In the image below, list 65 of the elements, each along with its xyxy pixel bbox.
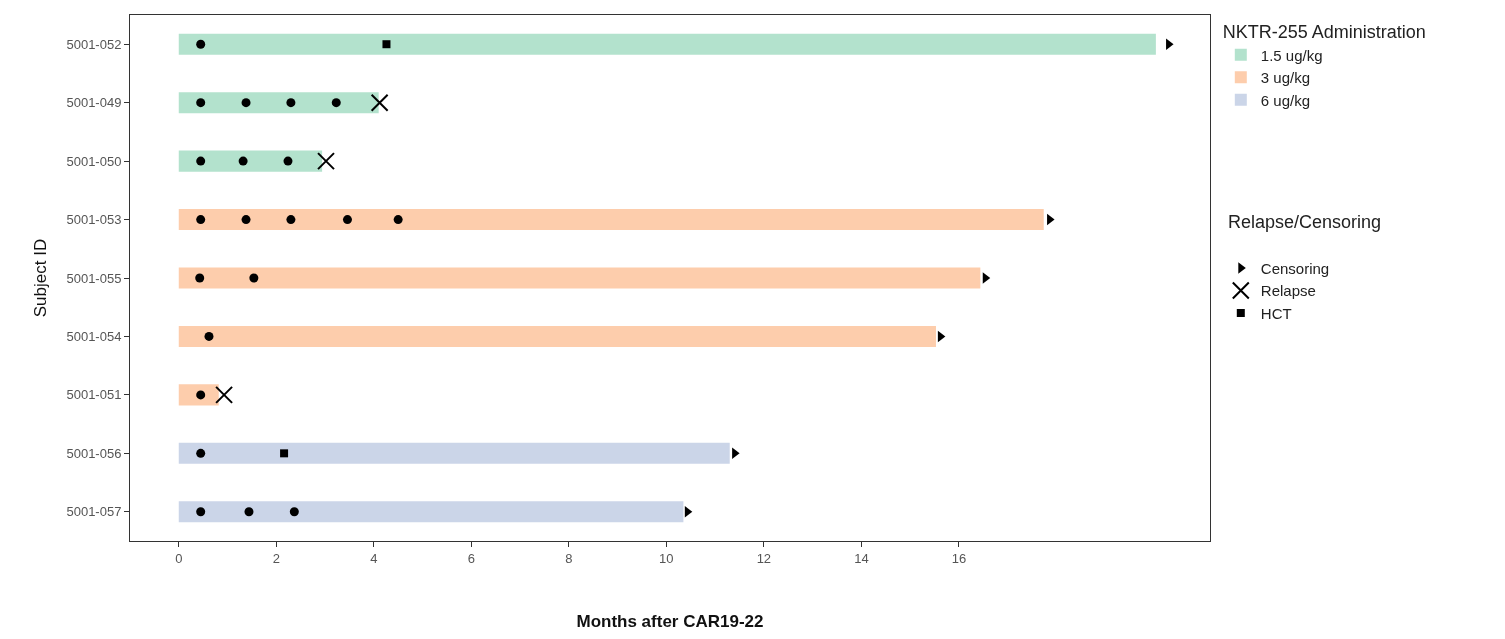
bar — [178, 33, 1156, 55]
point — [204, 331, 214, 341]
point — [196, 507, 206, 517]
x-tick-label: 4 — [370, 550, 378, 566]
point — [286, 98, 296, 108]
x-axis-title: Months after CAR19-22 — [576, 612, 764, 631]
point — [249, 273, 259, 283]
legend-label: 3 ug/kg — [1260, 69, 1311, 86]
legend-label: Censoring — [1260, 259, 1330, 277]
point — [280, 449, 289, 458]
x-tick-label: 16 — [951, 550, 967, 566]
point — [215, 385, 234, 404]
bar — [178, 325, 936, 347]
point — [286, 215, 296, 225]
bar — [178, 501, 684, 523]
x-tick-label: 14 — [854, 550, 869, 566]
bar — [178, 267, 981, 289]
point — [241, 215, 251, 225]
y-tick-label: 5001-051 — [66, 387, 122, 403]
point — [196, 156, 206, 166]
point — [283, 156, 293, 166]
point — [289, 507, 299, 517]
y-tick-label: 5001-056 — [66, 445, 122, 461]
point — [393, 215, 403, 225]
point — [196, 448, 206, 458]
y-tick-label: 5001-049 — [66, 95, 122, 111]
y-tick-label: 5001-055 — [66, 270, 122, 286]
x-tick-label: 2 — [272, 550, 280, 566]
y-tick-label: 5001-050 — [66, 153, 122, 169]
bar — [178, 150, 323, 172]
legend-label: 1.5 ug/kg — [1260, 46, 1323, 64]
point — [244, 507, 254, 517]
x-tick-label: 10 — [659, 550, 674, 566]
x-tick-label: 6 — [467, 550, 475, 566]
bar — [178, 442, 730, 464]
legend-label: HCT — [1260, 304, 1292, 322]
point — [317, 152, 336, 171]
text: Relapse/Censoring — [1228, 212, 1382, 232]
point — [982, 272, 991, 284]
point — [241, 98, 251, 108]
point — [238, 156, 248, 166]
point — [684, 506, 693, 518]
bar — [178, 92, 379, 114]
bar — [178, 209, 1044, 231]
x-tick-label: 0 — [175, 550, 183, 566]
y-tick-label: 5001-053 — [66, 212, 122, 228]
legend-label: Relapse — [1260, 282, 1316, 300]
legend-title: NKTR-255 Administration — [1222, 22, 1426, 43]
y-tick-label: 5001-052 — [66, 36, 122, 52]
point — [196, 39, 206, 49]
point — [196, 98, 206, 108]
y-tick-label: 5001-057 — [66, 504, 122, 520]
x-tick-label: 8 — [565, 550, 573, 566]
point — [196, 215, 206, 225]
point — [195, 273, 205, 283]
legend-label: 6 ug/kg — [1260, 91, 1311, 109]
point — [382, 40, 391, 49]
point — [342, 215, 352, 225]
point — [196, 390, 206, 400]
point — [331, 98, 341, 108]
x-tick-label: 12 — [756, 550, 772, 566]
bar — [178, 384, 219, 406]
y-axis-title: Subject ID — [31, 238, 50, 318]
point — [370, 93, 389, 112]
y-tick-label: 5001-054 — [66, 328, 122, 344]
